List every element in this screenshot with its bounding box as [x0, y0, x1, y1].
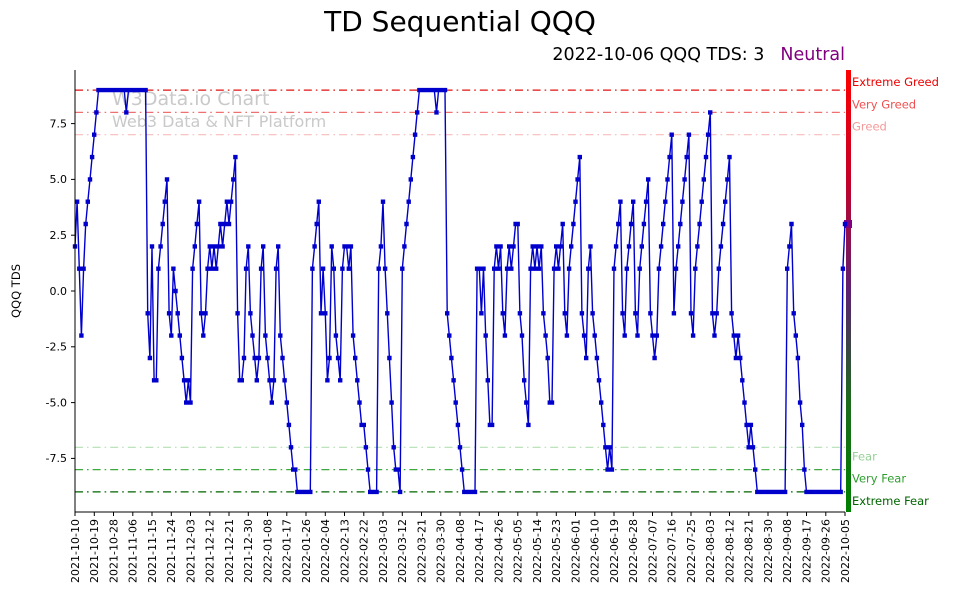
y-tick-label: 2.5 — [50, 229, 68, 242]
x-tick-label: 2021-12-03 — [184, 519, 197, 583]
watermark-line-2: Web3 Data & NFT Platform — [112, 112, 327, 131]
x-tick-label: 2021-11-24 — [165, 519, 178, 583]
threshold-label-fear: Fear — [852, 449, 877, 463]
x-tick-label: 2022-08-30 — [762, 519, 775, 583]
x-tick-label: 2022-01-17 — [281, 519, 294, 583]
current-value-marker — [844, 220, 852, 228]
x-tick-label: 2022-02-04 — [319, 519, 332, 583]
x-tick-label: 2022-10-05 — [839, 519, 852, 583]
y-tick-label: -7.5 — [46, 452, 67, 465]
watermark-line-1: W3Data.io Chart — [112, 88, 270, 110]
y-axis-title: QQQ TDS — [9, 264, 23, 318]
threshold-label-very-greed: Very Greed — [852, 97, 916, 111]
x-tick-label: 2022-03-12 — [396, 519, 409, 583]
threshold-label-very-fear: Very Fear — [852, 472, 906, 486]
y-tick-label: 5.0 — [50, 173, 68, 186]
x-tick-label: 2022-07-25 — [685, 519, 698, 583]
x-tick-label: 2022-05-14 — [531, 519, 544, 583]
chart-title: TD Sequential QQQ — [324, 5, 596, 38]
x-tick-label: 2022-04-26 — [492, 519, 505, 583]
x-tick-label: 2022-06-28 — [627, 519, 640, 583]
x-tick-label: 2022-03-03 — [377, 519, 390, 583]
x-tick-label: 2022-01-26 — [300, 519, 313, 583]
x-tick-label: 2022-01-08 — [261, 519, 274, 583]
y-tick-label: 0.0 — [50, 285, 68, 298]
x-tick-label: 2021-11-06 — [127, 519, 140, 583]
threshold-label-extreme-greed: Extreme Greed — [852, 75, 939, 89]
x-tick-label: 2021-10-10 — [69, 519, 82, 583]
x-tick-label: 2021-12-12 — [204, 519, 217, 583]
x-tick-label: 2022-05-05 — [512, 519, 525, 583]
x-tick-label: 2022-06-01 — [569, 519, 582, 583]
x-tick-label: 2022-09-08 — [781, 519, 794, 583]
x-tick-label: 2022-08-12 — [723, 519, 736, 583]
x-tick-label: 2022-07-16 — [666, 519, 679, 583]
x-tick-label: 2022-06-10 — [589, 519, 602, 583]
x-tick-label: 2022-02-22 — [358, 519, 371, 583]
x-tick-label: 2021-10-28 — [107, 519, 120, 583]
x-tick-label: 2022-06-19 — [608, 519, 621, 583]
x-tick-label: 2021-10-19 — [88, 519, 101, 583]
threshold-label-extreme-fear: Extreme Fear — [852, 494, 929, 508]
tds-line — [74, 89, 846, 493]
x-tick-label: 2021-12-21 — [223, 519, 236, 583]
threshold-label-greed: Greed — [852, 120, 887, 134]
x-tick-label: 2022-08-03 — [704, 519, 717, 583]
subtitle-date-text: 2022-10-06 QQQ TDS: 3 — [552, 45, 765, 65]
y-tick-label: -2.5 — [46, 341, 67, 354]
fear-greed-scale-bar — [846, 70, 851, 512]
x-tick-label: 2022-04-08 — [454, 519, 467, 583]
x-tick-label: 2022-04-17 — [473, 519, 486, 583]
x-tick-label: 2022-09-26 — [820, 519, 833, 583]
x-tick-label: 2022-02-13 — [338, 519, 351, 583]
x-tick-label: 2022-07-07 — [646, 519, 659, 583]
x-tick-label: 2021-12-30 — [242, 519, 255, 583]
x-tick-label: 2022-09-17 — [800, 519, 813, 583]
chart-subtitle: 2022-10-06 QQQ TDS: 3 Neutral — [0, 45, 845, 65]
y-tick-label: -5.0 — [46, 396, 67, 409]
y-tick-label: 7.5 — [50, 117, 68, 130]
x-tick-label: 2022-03-30 — [435, 519, 448, 583]
x-tick-label: 2022-05-23 — [550, 519, 563, 583]
x-tick-label: 2022-03-21 — [415, 519, 428, 583]
x-tick-label: 2022-08-21 — [743, 519, 756, 583]
x-tick-label: 2021-11-15 — [146, 519, 159, 583]
subtitle-status: Neutral — [780, 45, 845, 65]
